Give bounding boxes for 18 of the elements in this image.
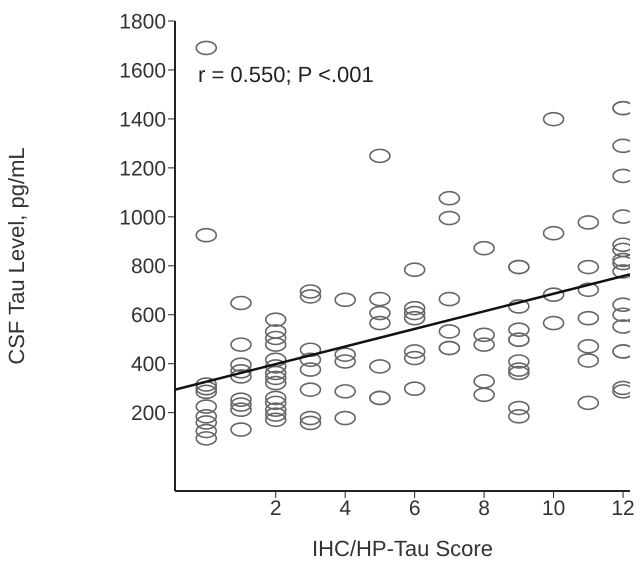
x-axis-title: IHC/HP-Tau Score <box>312 536 493 561</box>
y-tick-label: 1000 <box>119 206 166 230</box>
y-tick-label: 400 <box>130 353 166 376</box>
y-tick-label: 600 <box>130 304 166 328</box>
y-axis-title: CSF Tau Level, pg/mL <box>4 147 29 365</box>
x-tick-label: 4 <box>339 496 352 520</box>
x-tick-label: 2 <box>270 496 282 520</box>
x-tick-label: 12 <box>611 496 635 520</box>
x-tick-label: 8 <box>478 496 490 520</box>
annotation: r = 0.550; P <.001 <box>198 62 374 88</box>
y-tick-label: 1200 <box>119 157 166 180</box>
x-tick-label: 10 <box>542 496 566 520</box>
x-tick-label: 6 <box>408 496 420 520</box>
y-tick-label: 1400 <box>119 108 166 132</box>
y-tick-label: 800 <box>130 255 166 278</box>
y-tick-label: 1600 <box>119 59 166 82</box>
y-tick-label: 200 <box>130 402 166 426</box>
y-tick-label: 1800 <box>119 10 166 34</box>
